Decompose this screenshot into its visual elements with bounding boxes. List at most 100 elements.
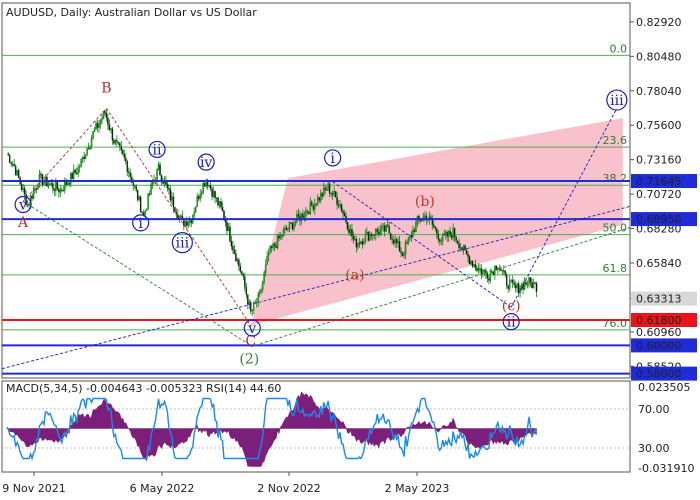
price-tags: 0.71645 0.68950 0.61800 0.60000 0.58000 0.633…	[631, 174, 697, 381]
candle	[209, 185, 212, 190]
candle	[415, 221, 417, 232]
candle	[470, 260, 472, 265]
candle	[208, 185, 210, 187]
candle	[147, 193, 149, 210]
price-tick-label: 0.60960	[636, 326, 682, 339]
candle	[447, 230, 450, 237]
price-tick-label: 0.70720	[636, 188, 682, 201]
candle	[532, 282, 535, 289]
candle	[455, 236, 457, 241]
wave-circle	[243, 319, 261, 337]
candle	[221, 206, 224, 212]
candle	[343, 213, 346, 217]
candle	[391, 238, 393, 241]
candle	[449, 230, 451, 236]
candle	[517, 283, 520, 293]
candle	[101, 118, 103, 121]
candle	[282, 229, 285, 236]
wave-circle	[502, 313, 520, 331]
candle	[293, 223, 295, 230]
candle	[215, 197, 218, 199]
price-tick-label: 0.80480	[636, 50, 682, 63]
candle	[65, 181, 68, 185]
candle	[120, 146, 123, 151]
blue-trendline	[1, 205, 631, 370]
rsi-line	[6, 397, 538, 461]
candle	[388, 226, 390, 234]
price-tag-bg	[631, 174, 697, 189]
candle	[372, 234, 374, 237]
candle	[288, 222, 291, 230]
candle	[401, 252, 404, 256]
candle	[421, 220, 423, 222]
candle	[104, 111, 106, 114]
candle	[313, 203, 316, 210]
candle	[177, 214, 179, 219]
candle	[110, 128, 112, 130]
candle	[107, 117, 109, 125]
candle	[290, 222, 292, 224]
candle	[488, 278, 490, 281]
candle	[273, 243, 276, 247]
candle	[193, 211, 196, 216]
candle	[480, 268, 483, 274]
candle	[507, 285, 509, 289]
macd-histogram	[6, 391, 537, 467]
current-price-label: 0.63313	[636, 293, 682, 306]
candle	[325, 189, 328, 191]
candle	[199, 193, 201, 200]
candle	[523, 282, 526, 290]
candle	[327, 183, 329, 191]
candle	[330, 192, 332, 195]
candle	[186, 221, 188, 226]
indicator-tick-label: 30.00	[638, 442, 670, 455]
indicator-panel: MACD(5,34,5) -0.004643 -0.005323 RSI(14)…	[2, 381, 694, 475]
candle	[400, 251, 402, 254]
price-tag-bg	[631, 212, 697, 227]
candle	[305, 210, 307, 217]
candle	[489, 272, 492, 281]
time-tick-label: 2 Nov 2022	[257, 482, 320, 495]
candle	[148, 193, 151, 195]
candle	[516, 283, 518, 289]
candle	[383, 225, 386, 232]
candle	[322, 187, 325, 197]
candle	[220, 201, 222, 208]
candle	[385, 224, 387, 232]
price-tag-label: 0.60000	[636, 339, 682, 352]
candle	[64, 181, 66, 191]
candle	[312, 205, 315, 210]
candle	[324, 187, 326, 190]
indicator-tick-label: -0.031910	[638, 462, 694, 475]
candle	[360, 241, 362, 245]
candle	[157, 164, 160, 170]
candle	[278, 235, 280, 239]
candle	[227, 226, 230, 231]
candle	[202, 182, 204, 194]
candle	[355, 239, 358, 248]
fib-label: 0.0	[610, 42, 628, 55]
candle	[443, 233, 446, 236]
green-wave-leg	[22, 201, 252, 346]
price-tag-bg	[631, 312, 697, 327]
candle	[129, 172, 132, 177]
wave-label: iii	[610, 93, 624, 109]
candle	[150, 184, 152, 195]
candle	[239, 265, 242, 272]
candle	[69, 172, 72, 185]
candle	[22, 188, 24, 190]
candle	[398, 241, 401, 252]
candle	[142, 212, 145, 215]
candle	[244, 276, 246, 288]
candle	[61, 189, 63, 191]
candle	[78, 166, 81, 168]
candle	[35, 188, 38, 190]
wave-label: (c)	[502, 298, 521, 314]
price-tick-label: 0.73160	[636, 154, 682, 167]
candle	[92, 131, 94, 139]
candle	[135, 186, 137, 191]
wave-label: C	[245, 334, 256, 350]
candle	[433, 224, 435, 228]
red-wave-ab	[22, 107, 107, 202]
